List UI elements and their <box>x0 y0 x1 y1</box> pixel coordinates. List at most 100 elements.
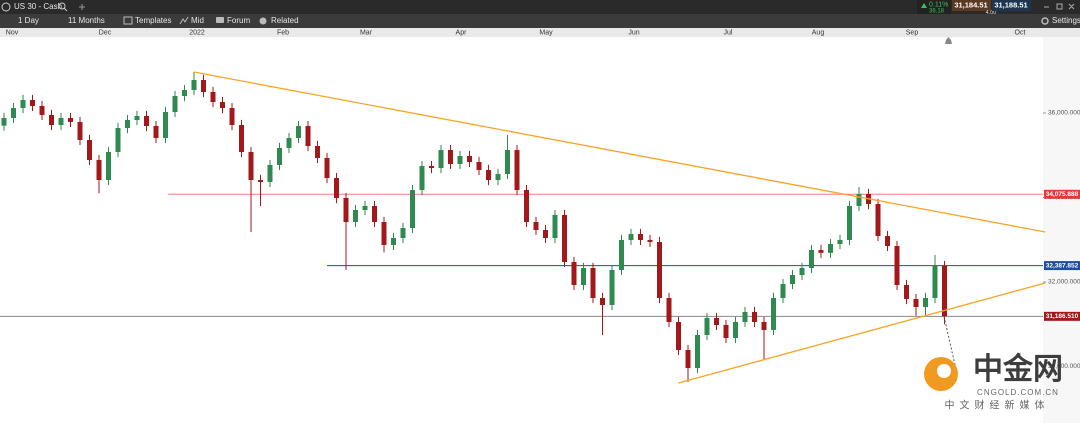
candle-body <box>609 269 615 306</box>
candle-body <box>229 108 235 125</box>
ask-box[interactable] <box>992 0 1031 11</box>
candle-body <box>362 205 368 210</box>
candle-body <box>723 324 729 339</box>
projection <box>943 316 956 366</box>
x-tick-label: May <box>539 29 553 36</box>
info-icon[interactable] <box>1 2 11 12</box>
change-pct: 0.11% <box>929 1 948 8</box>
candle-body <box>172 96 178 112</box>
candle-body <box>467 156 472 163</box>
spread: 4.00 <box>986 10 997 16</box>
price-label: 31,186.510 <box>1046 313 1079 320</box>
candle-body <box>885 235 890 246</box>
ask: 31,188.51 <box>994 0 1027 9</box>
window-controls[interactable] <box>1044 3 1075 10</box>
toolbar-item[interactable]: 11 Months <box>68 16 105 25</box>
candle-body <box>1 117 7 126</box>
x-tick-label: Apr <box>456 29 468 36</box>
candle-body <box>239 124 244 152</box>
candle-body <box>11 108 16 118</box>
add-tab[interactable] <box>79 4 85 10</box>
candle-body <box>590 268 596 298</box>
candle-body <box>543 229 548 239</box>
candle-body <box>790 275 795 285</box>
candle-body <box>163 111 168 139</box>
brand: 中金网 <box>973 352 1063 386</box>
toolbar-item[interactable]: 1 Day <box>18 16 39 25</box>
candle-body <box>495 174 501 181</box>
instrument: US 30 - Cash <box>14 2 62 11</box>
search-icon[interactable] <box>58 2 66 10</box>
candle-body <box>799 268 805 276</box>
settings[interactable]: Settings <box>1052 16 1080 25</box>
candle-body <box>286 138 292 148</box>
candle-body <box>780 284 786 298</box>
candle-body <box>334 178 339 198</box>
y-tick-label: 32,000.000 <box>1048 279 1080 286</box>
candle-body <box>343 197 349 222</box>
candle-body <box>704 317 710 336</box>
candle-body <box>486 169 491 181</box>
toolbar <box>0 14 1080 28</box>
candle-body <box>144 115 149 127</box>
candle-body <box>676 321 681 350</box>
x-tick-label: Jun <box>628 29 639 36</box>
candle-body <box>666 297 672 322</box>
price-label-box <box>1044 311 1080 321</box>
trendline <box>193 71 1046 233</box>
x-tick-label: Dec <box>99 29 112 36</box>
candle-body <box>571 262 577 285</box>
price-label: 32,387.852 <box>1046 262 1079 269</box>
candle-body <box>752 311 757 322</box>
price-axis <box>1043 37 1080 423</box>
candle-body <box>685 349 691 368</box>
candle-body <box>942 266 947 317</box>
candle-body <box>400 227 406 239</box>
candle-body <box>30 99 35 106</box>
candle-body <box>695 335 700 368</box>
candle-body <box>410 190 415 228</box>
candle-body <box>49 114 54 125</box>
x-tick-label: Aug <box>812 29 825 36</box>
candle-body <box>220 102 225 109</box>
candle-body <box>153 126 159 139</box>
candle-body <box>305 126 311 146</box>
candle-body <box>58 117 64 125</box>
toolbar-item[interactable]: Forum <box>227 16 250 25</box>
change-box <box>917 0 951 14</box>
candle-body <box>847 205 852 240</box>
logo <box>937 364 951 378</box>
marker <box>945 37 952 44</box>
plot: 36,000.00034,000.00032,000.00030,000.000… <box>0 71 1080 384</box>
candle-body <box>372 205 377 222</box>
candle-body <box>742 311 748 322</box>
price-label-box <box>1044 189 1080 199</box>
toolbar-item[interactable]: Related <box>271 16 299 25</box>
candle-body <box>619 239 624 270</box>
templates-icon <box>123 16 133 25</box>
candle-body <box>96 159 102 181</box>
candle-body <box>818 250 824 253</box>
candle-body <box>923 297 928 307</box>
toolbar-item[interactable]: Templates <box>135 16 171 25</box>
candle-body <box>68 117 73 122</box>
candle-body <box>809 250 814 269</box>
candle-body <box>296 126 301 139</box>
candle-body <box>448 150 453 164</box>
candle-body <box>714 317 719 325</box>
bid-box[interactable] <box>952 0 991 11</box>
y-tick-label: 30,000.000 <box>1048 363 1080 370</box>
candle-body <box>533 221 539 230</box>
candle-body <box>761 321 767 330</box>
forum-icon <box>216 17 224 23</box>
candle-body <box>87 139 92 160</box>
toolbar-item[interactable]: Mid <box>191 16 204 25</box>
candle-body <box>419 166 425 191</box>
candle-body <box>638 233 643 240</box>
candle-body <box>771 297 776 330</box>
related-icon <box>259 17 267 25</box>
candle-body <box>106 151 111 181</box>
x-tick-label: Jul <box>724 29 733 36</box>
settings-icon <box>1041 17 1049 25</box>
